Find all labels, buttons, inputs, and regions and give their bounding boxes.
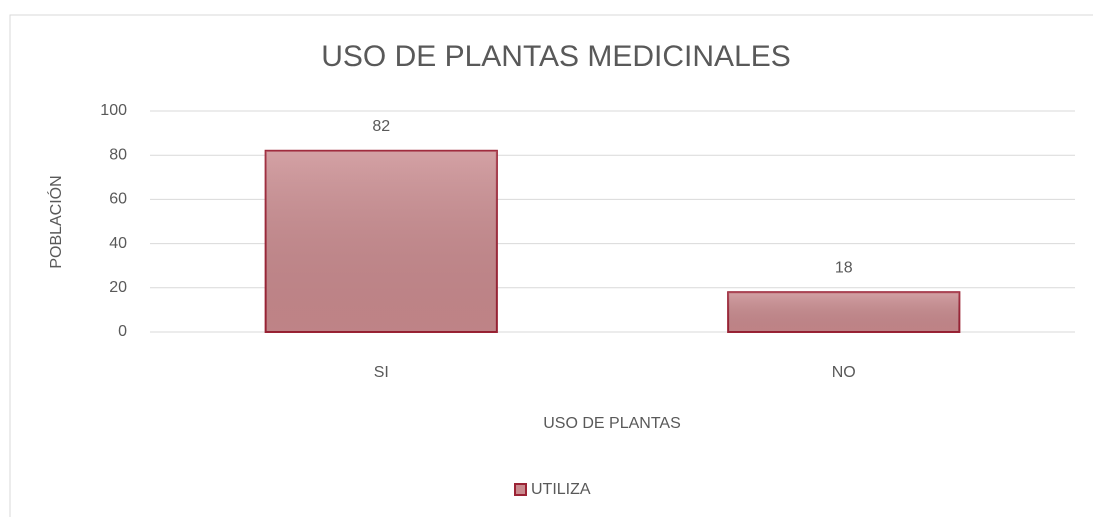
y-axis-label: POBLACIÓN xyxy=(46,175,65,268)
chart-title: USO DE PLANTAS MEDICINALES xyxy=(321,40,791,73)
data-label: 18 xyxy=(835,259,853,276)
legend-swatch xyxy=(514,483,527,496)
x-axis-label: USO DE PLANTAS xyxy=(543,415,681,432)
y-tick-label: 100 xyxy=(100,102,127,119)
bar-shade xyxy=(265,150,497,332)
chart-frame xyxy=(9,14,1093,517)
y-tick-label: 0 xyxy=(118,323,127,340)
y-tick-label: 40 xyxy=(109,235,127,252)
bar-shade xyxy=(728,292,960,332)
y-tick-label: 80 xyxy=(109,146,127,163)
y-tick-label: 60 xyxy=(109,191,127,208)
y-tick-label: 20 xyxy=(109,279,127,296)
data-label: 82 xyxy=(372,118,390,135)
x-tick-label: NO xyxy=(832,364,856,381)
x-tick-label: SI xyxy=(374,364,389,381)
legend-label: UTILIZA xyxy=(531,481,591,498)
